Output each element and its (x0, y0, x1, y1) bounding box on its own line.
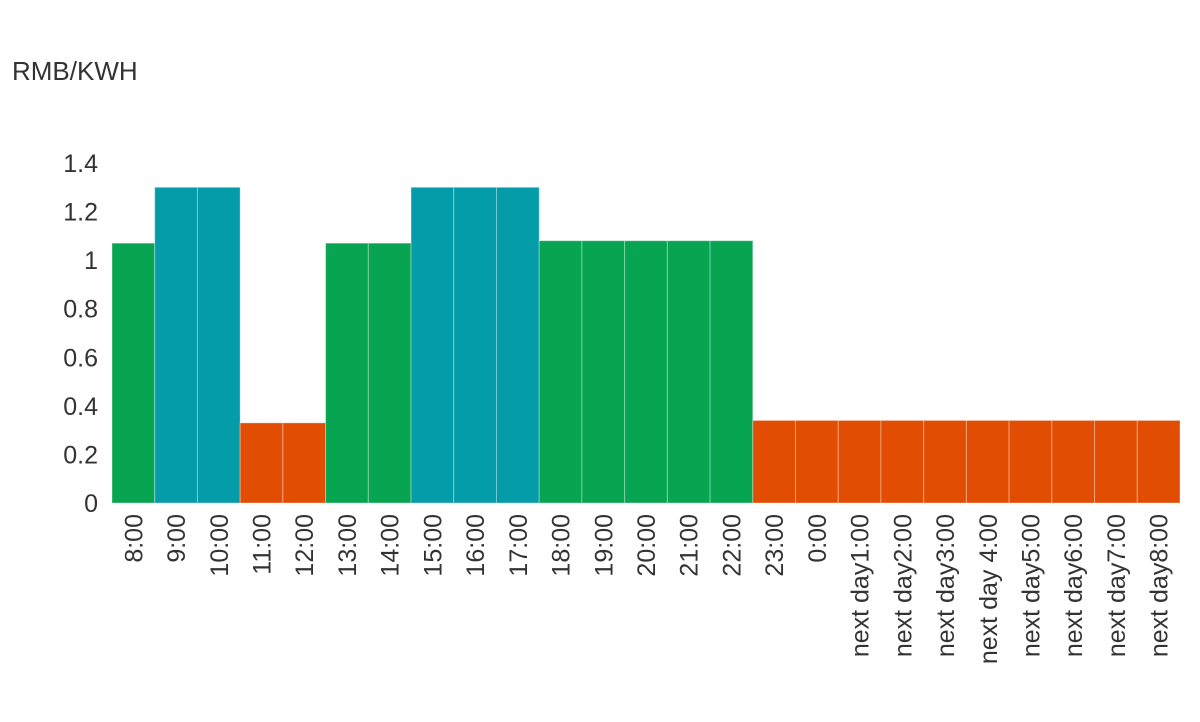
bar (624, 240, 668, 504)
y-axis-unit-label: RMB/KWH (12, 56, 138, 86)
x-tick-label: 8:00 (120, 514, 148, 563)
x-tick-label: next day 4:00 (975, 514, 1003, 664)
bar (196, 186, 241, 504)
y-tick-label: 0.4 (63, 393, 98, 421)
bar (752, 419, 797, 504)
bar (367, 242, 412, 504)
x-tick-label: 9:00 (163, 514, 191, 563)
x-tick-label: 19:00 (590, 514, 618, 577)
bar (1136, 419, 1181, 504)
y-tick-label: 0 (84, 490, 98, 518)
bar (923, 419, 967, 504)
x-tick-label: next day2:00 (889, 514, 917, 657)
bar (1094, 419, 1138, 504)
y-tick-label: 0.6 (63, 344, 98, 372)
bar (538, 240, 583, 504)
bar (453, 186, 497, 504)
bar (965, 419, 1010, 504)
y-tick-label: 0.2 (63, 441, 98, 469)
bar (880, 419, 925, 504)
x-tick-label: next day5:00 (1017, 514, 1045, 657)
bar (239, 422, 284, 504)
bar (709, 240, 754, 504)
x-tick-label: 11:00 (249, 514, 277, 575)
bar (154, 186, 198, 504)
bar (495, 186, 540, 504)
x-tick-label: next day1:00 (847, 514, 875, 657)
x-tick-label: 22:00 (718, 514, 746, 577)
x-tick-label: 0:00 (804, 514, 832, 563)
bar (837, 419, 882, 504)
x-tick-label: 14:00 (377, 514, 405, 577)
y-tick-label: 1 (84, 247, 98, 275)
x-tick-label: 23:00 (761, 514, 789, 577)
x-tick-label: next day6:00 (1060, 514, 1088, 657)
x-tick-label: next day8:00 (1146, 514, 1174, 657)
bar (1051, 419, 1096, 504)
bar (795, 419, 839, 504)
x-tick-label: 12:00 (291, 514, 319, 577)
x-tick-label: 16:00 (462, 514, 490, 577)
bar (111, 242, 156, 504)
y-tick-label: 0.8 (63, 296, 98, 324)
y-axis-ticks: 0 0.2 0.4 0.6 0.8 1 1.2 1.4 (63, 150, 98, 518)
x-tick-label: 17:00 (505, 514, 533, 577)
x-tick-label: 18:00 (548, 514, 576, 577)
bar (581, 240, 626, 504)
bar (325, 242, 369, 504)
x-tick-label: 20:00 (633, 514, 661, 577)
bar (282, 422, 327, 504)
x-tick-label: next day3:00 (932, 514, 960, 657)
y-tick-label: 1.2 (63, 199, 98, 227)
bar (1008, 419, 1053, 504)
x-tick-label: 10:00 (206, 514, 234, 577)
y-tick-label: 1.4 (63, 150, 98, 178)
x-tick-label: 21:00 (676, 514, 704, 577)
x-axis-ticks: 8:00 9:00 10:00 11:00 12:00 13:00 14:00 15:00 16… (120, 514, 1173, 664)
x-tick-label: 15:00 (419, 514, 447, 577)
bars-group (111, 186, 1181, 504)
x-tick-label: 13:00 (334, 514, 362, 577)
bar (666, 240, 711, 504)
x-tick-label: next day7:00 (1103, 514, 1131, 657)
bar (410, 186, 455, 504)
